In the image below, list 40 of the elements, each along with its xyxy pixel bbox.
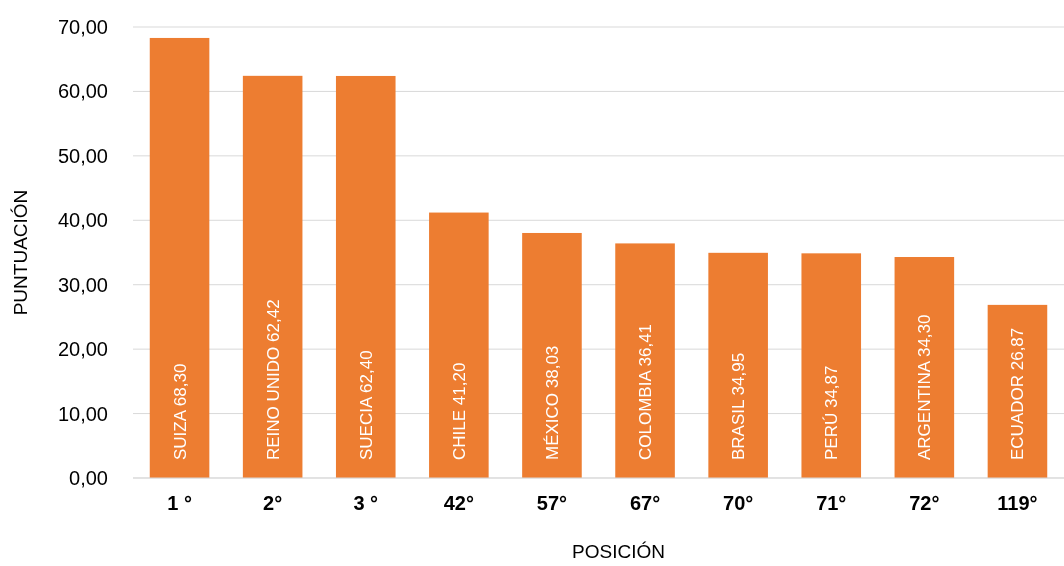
y-tick-label: 30,00 bbox=[57, 273, 108, 296]
y-tick-label: 0,00 bbox=[69, 467, 108, 489]
bar bbox=[801, 253, 862, 478]
x-tick-label: 72° bbox=[909, 492, 940, 514]
bar bbox=[615, 243, 675, 478]
x-tick-label: 2° bbox=[263, 492, 283, 514]
y-tick-label: 50,00 bbox=[57, 144, 108, 167]
y-tick-label: 20,00 bbox=[57, 338, 108, 361]
x-tick-label: 42° bbox=[443, 492, 474, 514]
x-tick-label: 70° bbox=[723, 492, 754, 514]
y-tick-label: 10,00 bbox=[57, 402, 108, 425]
y-tick-label: 70,00 bbox=[57, 16, 108, 38]
bar bbox=[149, 37, 210, 478]
x-axis-title: POSICIÓN bbox=[572, 541, 665, 562]
y-tick-label: 60,00 bbox=[57, 80, 108, 103]
data-label: SUIZA 68,30 bbox=[170, 363, 190, 460]
data-label: CHILE 41,20 bbox=[449, 362, 469, 460]
bar bbox=[894, 257, 955, 478]
data-label: COLOMBIA 36,41 bbox=[636, 323, 655, 460]
x-tick-label: 71° bbox=[816, 492, 847, 514]
data-label: PERÚ 34,87 bbox=[822, 365, 842, 460]
data-label: MÉXICO 38,03 bbox=[542, 345, 562, 460]
x-tick-label: 67° bbox=[629, 492, 661, 514]
bar bbox=[987, 304, 1048, 478]
y-axis-title: PUNTUACIÓN bbox=[10, 189, 31, 316]
data-label: REINO UNIDO 62,42 bbox=[263, 299, 283, 460]
bar bbox=[429, 212, 489, 478]
x-tick-label: 1 ° bbox=[167, 492, 192, 514]
bar bbox=[708, 252, 768, 478]
data-label: SUECIA 62,40 bbox=[356, 350, 376, 460]
data-label: ECUADOR 26,87 bbox=[1008, 327, 1028, 460]
x-tick-label: 57° bbox=[536, 492, 568, 514]
bar bbox=[335, 75, 396, 478]
y-tick-label: 40,00 bbox=[57, 209, 108, 232]
data-label: ARGENTINA 34,30 bbox=[915, 314, 935, 460]
bar bbox=[522, 232, 582, 478]
x-tick-label: 119° bbox=[997, 492, 1038, 514]
bar bbox=[242, 75, 303, 478]
data-label: BRASIL 34,95 bbox=[729, 352, 749, 460]
x-tick-label: 3 ° bbox=[353, 492, 379, 514]
